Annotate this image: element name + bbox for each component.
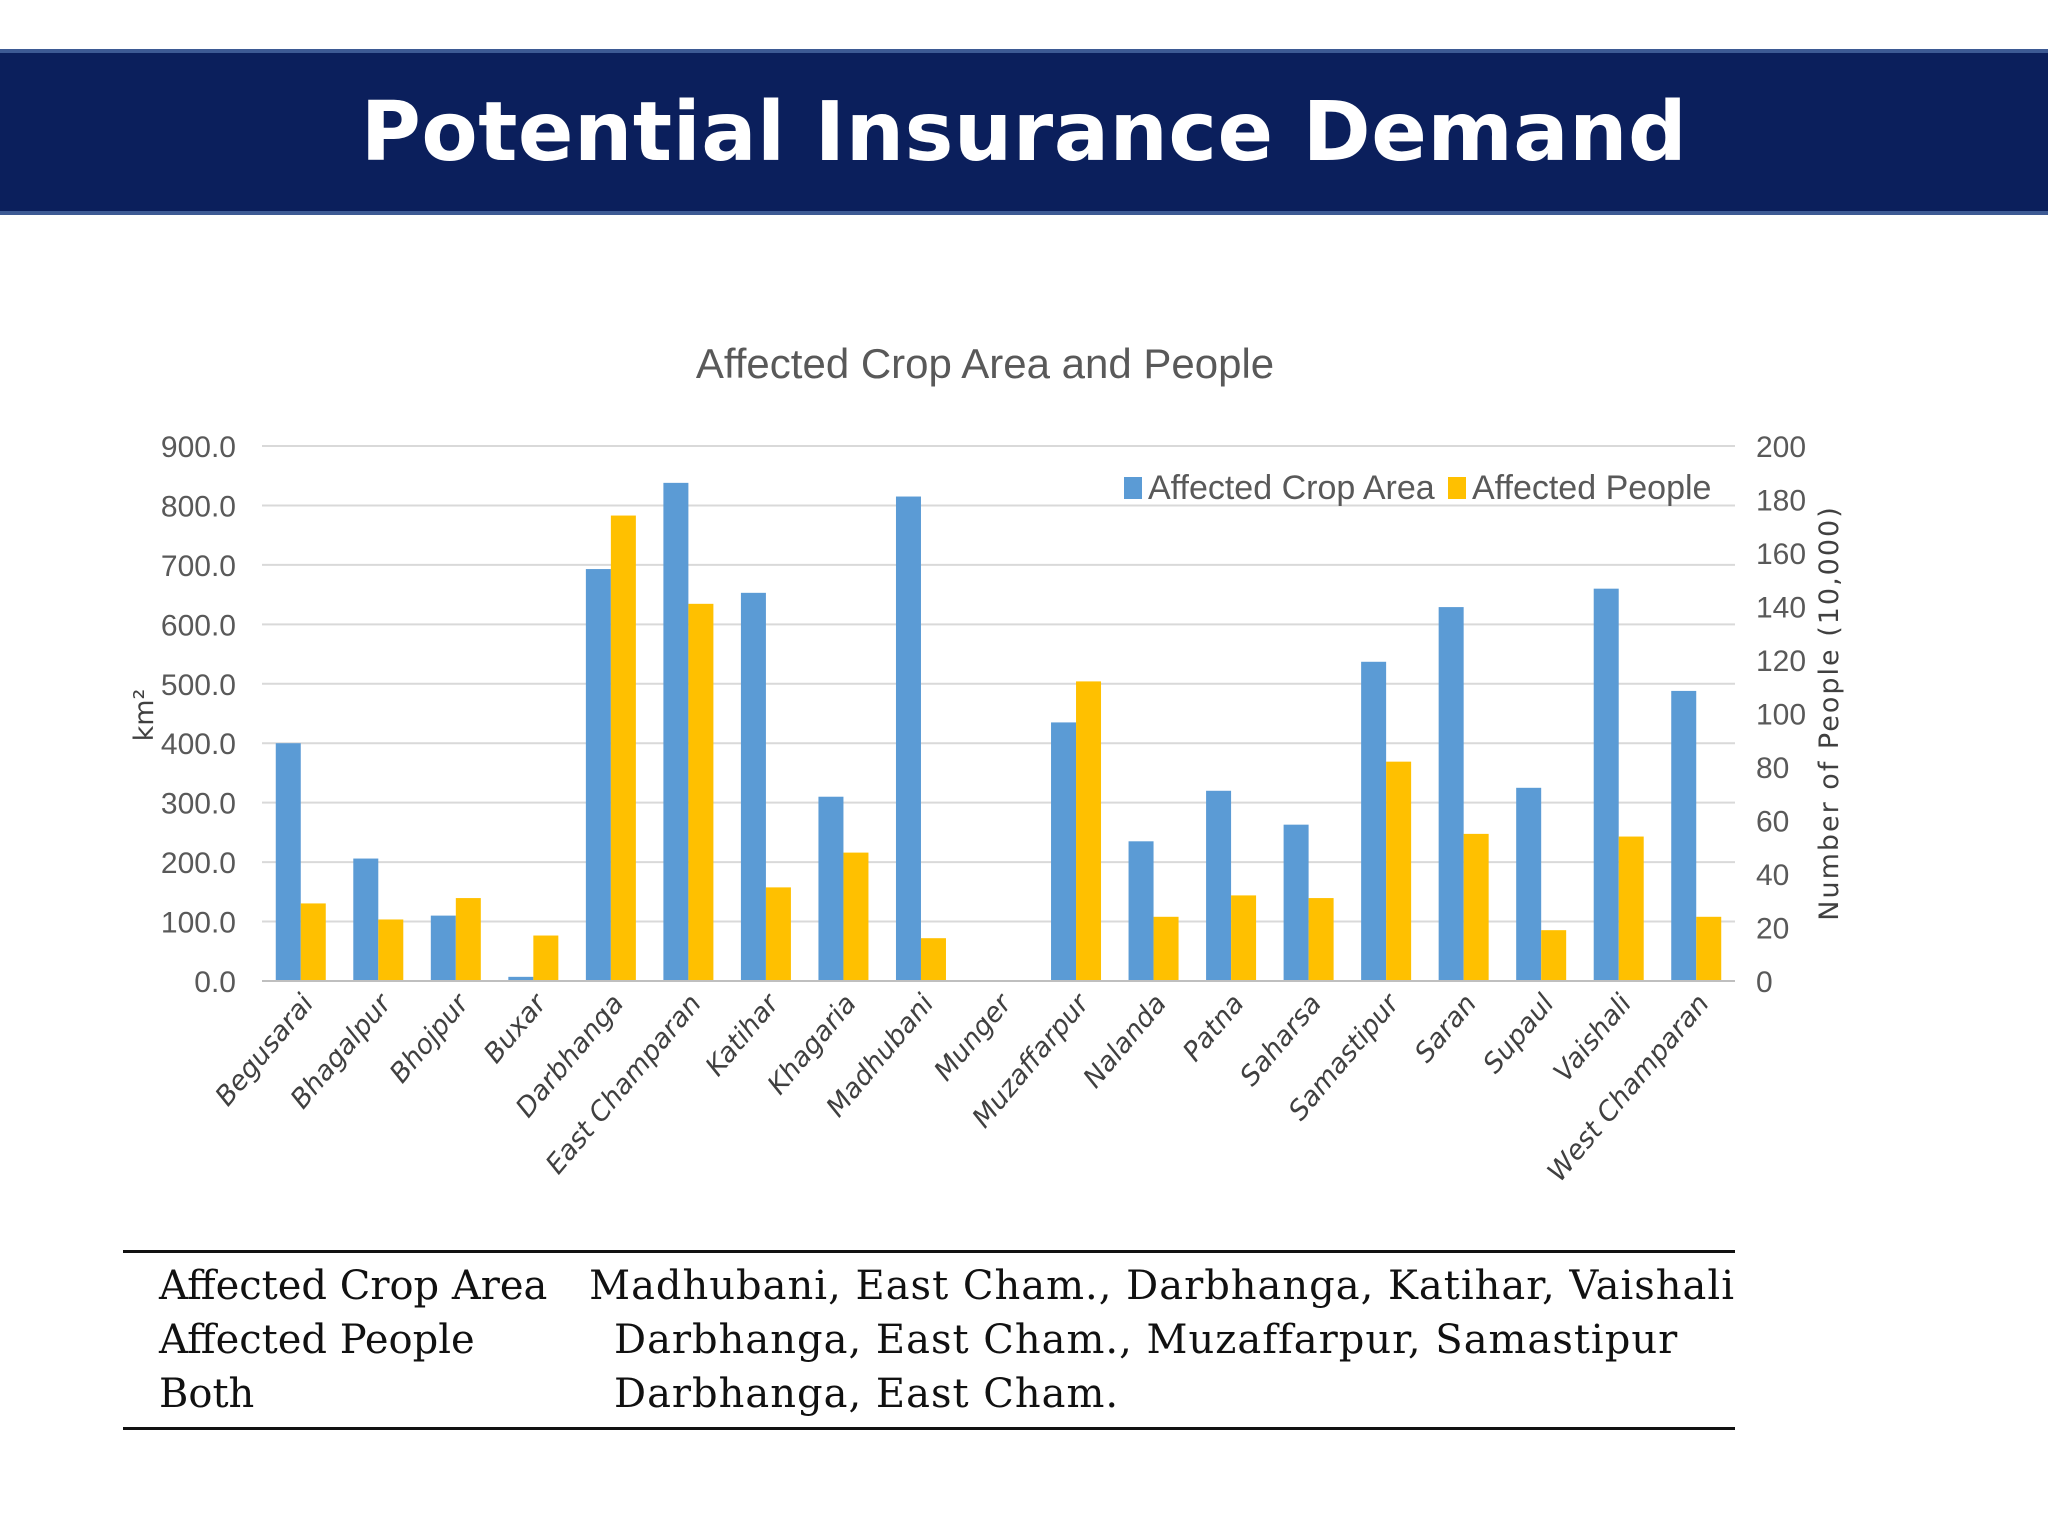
summary-label: Affected People xyxy=(159,1317,475,1363)
bar-crop-area xyxy=(1361,661,1387,981)
bar-crop-area xyxy=(1593,588,1619,981)
y-tick-label: 200.0 xyxy=(161,847,236,880)
summary-label: Both xyxy=(159,1371,255,1417)
left-axis-ticks: 0.0 100.0 200.0 300.0 400.0 500.0 600.0 700.0 80… xyxy=(161,431,236,999)
bar-crop-area xyxy=(818,796,844,981)
bar-crop-area xyxy=(1438,607,1464,981)
affected-crop-area-chart: Affected Crop Area and People 0.0 100.0 20… xyxy=(129,340,1845,1188)
y2-tick-label: 100 xyxy=(1756,699,1806,732)
y2-tick-label: 60 xyxy=(1756,806,1789,839)
bar-affected-people xyxy=(455,898,481,981)
summary-value: Darbhanga, East Cham. xyxy=(614,1371,1120,1417)
y-tick-label: 100.0 xyxy=(161,907,236,940)
legend-label-crop-area: Affected Crop Area xyxy=(1148,469,1435,507)
bar-affected-people xyxy=(1386,761,1412,981)
y2-tick-label: 80 xyxy=(1756,752,1789,785)
legend-label-people: Affected People xyxy=(1472,469,1711,507)
bar-crop-area xyxy=(895,496,921,981)
x-tick-label: Bhojpur xyxy=(384,987,476,1089)
y2-tick-label: 0 xyxy=(1756,966,1773,999)
bar-affected-people xyxy=(920,938,946,981)
bars xyxy=(262,482,1735,982)
right-axis-label: Number of People (10,000) xyxy=(1814,505,1845,920)
y-tick-label: 500.0 xyxy=(161,669,236,702)
gridlines xyxy=(262,445,1735,982)
y2-tick-label: 140 xyxy=(1756,592,1806,625)
bar-affected-people xyxy=(1308,898,1334,981)
y2-tick-label: 180 xyxy=(1756,485,1806,518)
bar-affected-people xyxy=(300,903,326,981)
x-tick-label: Buxar xyxy=(478,987,554,1069)
summary-row-both: Both Darbhanga, East Cham. xyxy=(123,1367,1735,1421)
left-axis-label: km² xyxy=(129,689,160,742)
bar-affected-people xyxy=(1076,681,1102,981)
bar-crop-area xyxy=(430,915,456,981)
y-tick-label: 900.0 xyxy=(161,431,236,464)
bar-crop-area xyxy=(1128,841,1154,981)
bar-crop-area xyxy=(663,482,689,981)
y-tick-label: 300.0 xyxy=(161,788,236,821)
x-tick-label: Nalanda xyxy=(1077,989,1172,1094)
bar-crop-area xyxy=(1051,722,1077,981)
bar-affected-people xyxy=(1231,895,1257,981)
bar-crop-area xyxy=(275,743,301,981)
legend-swatch-crop-area xyxy=(1124,477,1142,499)
bar-affected-people xyxy=(1463,833,1489,981)
bar-crop-area xyxy=(1283,824,1309,981)
summary-value: Madhubani, East Cham., Darbhanga, Katiha… xyxy=(589,1263,1735,1309)
bar-affected-people xyxy=(378,919,404,981)
bar-crop-area xyxy=(1206,790,1232,981)
legend-swatch-people xyxy=(1448,477,1466,499)
bar-affected-people xyxy=(1541,930,1567,981)
bar-crop-area xyxy=(1516,787,1542,981)
y2-tick-label: 20 xyxy=(1756,913,1789,946)
x-tick-label: Saran xyxy=(1409,989,1483,1069)
summary-row-crop-area: Affected Crop Area Madhubani, East Cham.… xyxy=(123,1259,1735,1313)
bar-affected-people xyxy=(610,515,636,981)
bar-affected-people xyxy=(1153,916,1179,981)
y2-tick-label: 120 xyxy=(1756,645,1806,678)
bar-affected-people xyxy=(1618,836,1644,981)
y-tick-label: 700.0 xyxy=(161,550,236,583)
bar-crop-area xyxy=(1671,690,1697,981)
y2-tick-label: 200 xyxy=(1756,431,1806,464)
bar-crop-area xyxy=(508,976,534,981)
bar-crop-area xyxy=(585,569,611,981)
bar-affected-people xyxy=(533,935,559,981)
y-tick-label: 0.0 xyxy=(194,966,236,999)
summary-value: Darbhanga, East Cham., Muzaffarpur, Sama… xyxy=(614,1317,1679,1363)
right-axis-ticks: 0 20 40 60 80 100 120 140 160 180 200 xyxy=(1756,431,1806,999)
title-banner: Potential Insurance Demand xyxy=(0,49,2048,215)
summary-row-people: Affected People Darbhanga, East Cham., M… xyxy=(123,1313,1735,1367)
bar-affected-people xyxy=(688,603,714,981)
chart-title: Affected Crop Area and People xyxy=(696,340,1274,387)
bar-crop-area xyxy=(740,592,766,981)
bar-affected-people xyxy=(843,852,869,981)
bar-affected-people xyxy=(765,887,791,981)
y-tick-label: 400.0 xyxy=(161,728,236,761)
chart-legend: Affected Crop Area Affected People xyxy=(1124,469,1711,507)
y2-tick-label: 40 xyxy=(1756,859,1789,892)
y-tick-label: 800.0 xyxy=(161,490,236,523)
summary-label: Affected Crop Area xyxy=(159,1263,548,1309)
x-tick-label: Patna xyxy=(1177,989,1250,1068)
summary-table: Affected Crop Area Madhubani, East Cham.… xyxy=(123,1250,1735,1430)
slide-title: Potential Insurance Demand xyxy=(360,84,1688,180)
bar-affected-people xyxy=(1696,916,1722,981)
bar-crop-area xyxy=(353,858,379,981)
y-tick-label: 600.0 xyxy=(161,609,236,642)
y2-tick-label: 160 xyxy=(1756,538,1806,571)
